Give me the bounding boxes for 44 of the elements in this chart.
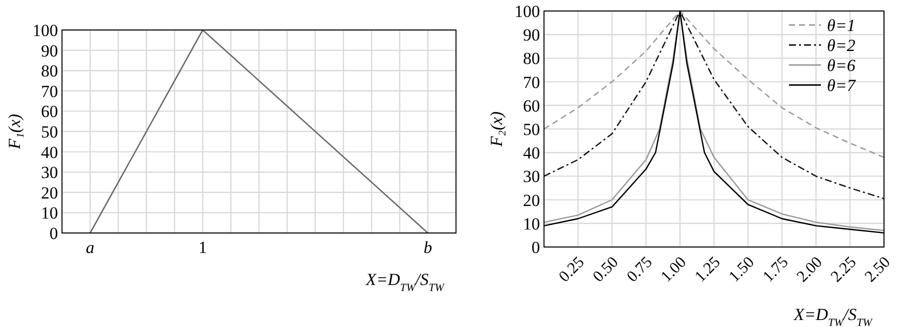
y-tick-label: 20 — [523, 190, 540, 210]
y-tick-label: 90 — [523, 26, 540, 45]
x-tick-label: 1.00 — [658, 254, 690, 286]
y-tick-label: 20 — [41, 183, 58, 202]
x-tick-label: 2.50 — [862, 254, 894, 286]
y-tick-label: 40 — [41, 142, 58, 162]
x-tick-label: 2.00 — [794, 254, 826, 286]
y-tick-label: 60 — [41, 102, 58, 122]
y-axis-title: F₁(x) — [5, 114, 24, 150]
x-tick-label: a — [86, 238, 94, 257]
y-tick-label: 90 — [41, 41, 58, 60]
legend-label: θ=2 — [827, 36, 856, 55]
legend-label: θ=6 — [827, 56, 856, 75]
y-tick-label: 30 — [523, 167, 540, 186]
x-axis-title: X=D$_{TW}$/S$_{TW}$ — [792, 305, 874, 327]
y-tick-label: 70 — [41, 82, 58, 101]
y-tick-label: 10 — [41, 204, 58, 223]
y-tick-label: 70 — [523, 72, 540, 92]
y-tick-label: 80 — [41, 62, 58, 81]
x-tick-label: b — [424, 238, 432, 257]
y-tick-label: 100 — [32, 20, 58, 40]
x-tick-label: 1 — [198, 238, 207, 257]
x-tick-label: 0.25 — [556, 254, 588, 286]
y-tick-label: 50 — [523, 120, 540, 139]
y-tick-label: 30 — [41, 163, 58, 182]
y-tick-label: 40 — [523, 144, 540, 163]
x-tick-label: 2.25 — [828, 254, 860, 286]
y-tick-label: 0 — [50, 224, 58, 243]
x-tick-label: 1.75 — [760, 254, 792, 286]
y-tick-label: 60 — [523, 96, 540, 116]
legend-label: θ=1 — [827, 16, 856, 35]
legend-label: θ=7 — [827, 76, 857, 95]
x-tick-label: 0.50 — [590, 254, 622, 286]
y-tick-label: 50 — [41, 122, 58, 142]
y-tick-label: 80 — [523, 49, 540, 68]
line-series — [89, 29, 429, 234]
y-tick-label: 0 — [532, 238, 540, 257]
y-tick-label: 10 — [523, 214, 540, 234]
x-tick-label: 1.25 — [692, 254, 724, 286]
x-tick-label: 1.50 — [726, 254, 758, 286]
x-axis-title: X=D$_{TW}$/S$_{TW}$ — [364, 270, 446, 294]
y-axis-title: F₂(x) — [487, 111, 506, 148]
y-tick-label: 100 — [514, 2, 540, 21]
x-tick-label: 0.75 — [624, 254, 656, 286]
